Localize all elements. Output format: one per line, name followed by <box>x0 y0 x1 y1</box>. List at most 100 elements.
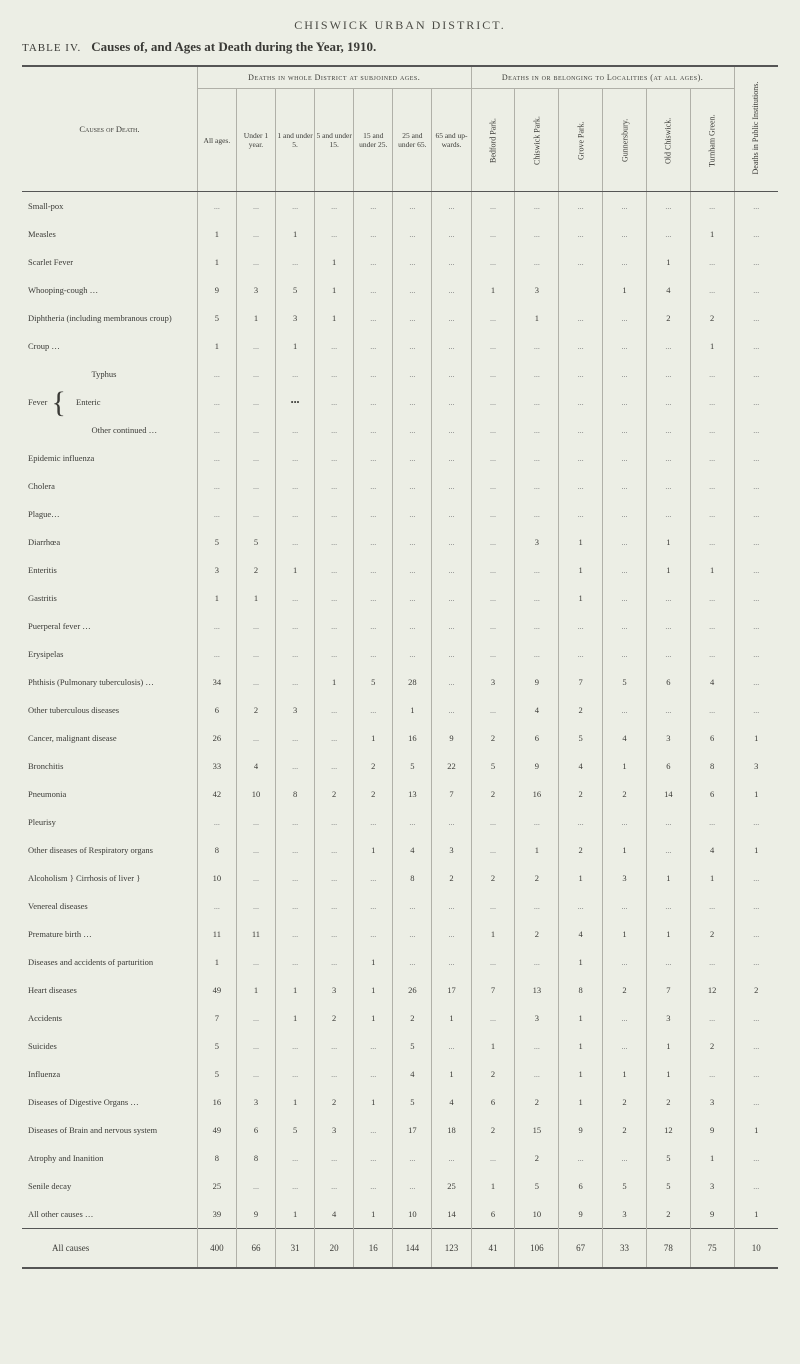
data-cell: 9 <box>515 752 559 780</box>
data-cell: ... <box>559 192 603 221</box>
data-cell: ... <box>559 248 603 276</box>
data-cell: ... <box>734 500 778 528</box>
data-cell: ... <box>276 836 315 864</box>
cause-cell: Other diseases of Respiratory organs <box>22 836 197 864</box>
data-cell: 1 <box>471 1032 515 1060</box>
data-cell: ... <box>432 948 471 976</box>
cause-cell: Diphtheria (including membranous croup) <box>22 304 197 332</box>
data-cell: ... <box>276 500 315 528</box>
data-cell: ... <box>471 416 515 444</box>
data-cell: ... <box>236 1172 275 1200</box>
data-cell: 9 <box>515 668 559 696</box>
data-cell: ... <box>315 836 354 864</box>
data-cell: ... <box>690 192 734 221</box>
data-cell: 6 <box>515 724 559 752</box>
data-cell: 4 <box>559 752 603 780</box>
data-cell: ... <box>197 444 236 472</box>
data-cell: ... <box>276 1172 315 1200</box>
data-cell: 8 <box>197 1144 236 1172</box>
data-cell: ... <box>515 612 559 640</box>
data-cell: 2 <box>471 864 515 892</box>
data-cell <box>559 276 603 304</box>
data-cell: 1 <box>276 556 315 584</box>
data-cell: 5 <box>646 1172 690 1200</box>
cause-cell: Fever Other continued … <box>22 416 197 444</box>
data-cell: ... <box>393 192 432 221</box>
data-cell: ... <box>734 1088 778 1116</box>
data-cell: 1 <box>315 304 354 332</box>
data-cell: 2 <box>432 864 471 892</box>
table-row: Gastritis11.....................1.......… <box>22 584 778 612</box>
data-cell: ... <box>646 836 690 864</box>
data-cell: ... <box>471 640 515 668</box>
data-cell: 5 <box>197 304 236 332</box>
data-cell: ... <box>354 1144 393 1172</box>
data-cell: 1 <box>197 220 236 248</box>
data-cell: ... <box>646 584 690 612</box>
data-cell: ... <box>471 304 515 332</box>
data-cell: 1 <box>646 528 690 556</box>
data-cell: 3 <box>276 304 315 332</box>
data-cell: ... <box>515 220 559 248</box>
data-cell: ... <box>315 388 354 416</box>
data-cell: 3 <box>432 836 471 864</box>
data-cell: ... <box>393 220 432 248</box>
data-cell: ... <box>393 500 432 528</box>
data-cell: ... <box>236 360 275 388</box>
data-cell: ... <box>236 1060 275 1088</box>
data-cell: 1 <box>559 948 603 976</box>
data-cell: 1 <box>646 920 690 948</box>
data-cell: ... <box>197 808 236 836</box>
data-cell: 1 <box>690 332 734 360</box>
cause-cell: Cholera <box>22 472 197 500</box>
data-cell: 6 <box>690 780 734 808</box>
data-cell: ... <box>393 1172 432 1200</box>
data-cell: 6 <box>690 724 734 752</box>
data-cell: ... <box>354 332 393 360</box>
data-cell: 2 <box>734 976 778 1004</box>
data-cell: ... <box>471 192 515 221</box>
data-cell: 1 <box>603 836 647 864</box>
data-cell: ... <box>471 556 515 584</box>
data-cell: ... <box>603 304 647 332</box>
totals-row: All causes400663120161441234110667337875… <box>22 1229 778 1269</box>
table-row: Diseases of Brain and nervous system4965… <box>22 1116 778 1144</box>
data-cell: ... <box>734 416 778 444</box>
data-cell: 12 <box>646 1116 690 1144</box>
data-cell: 1 <box>646 556 690 584</box>
data-cell: ... <box>197 472 236 500</box>
data-cell: 4 <box>393 836 432 864</box>
data-cell: 1 <box>432 1004 471 1032</box>
data-cell: ... <box>559 892 603 920</box>
table-row: Epidemic influenza......................… <box>22 444 778 472</box>
data-cell: 28 <box>393 668 432 696</box>
cause-cell: Enteritis <box>22 556 197 584</box>
data-cell: 3 <box>236 276 275 304</box>
data-cell: ... <box>734 920 778 948</box>
cause-cell: Influenza <box>22 1060 197 1088</box>
data-cell: 1 <box>197 332 236 360</box>
data-cell: ... <box>276 1032 315 1060</box>
data-cell: ... <box>393 920 432 948</box>
data-cell: ... <box>603 1144 647 1172</box>
data-cell: ... <box>354 416 393 444</box>
data-cell: ... <box>432 892 471 920</box>
data-cell: ... <box>276 724 315 752</box>
data-cell: ... <box>354 556 393 584</box>
data-cell: ... <box>236 612 275 640</box>
totals-cell: 400 <box>197 1229 236 1269</box>
data-cell: 9 <box>690 1200 734 1229</box>
data-cell: ... <box>559 640 603 668</box>
data-cell: ... <box>276 892 315 920</box>
data-cell: 1 <box>559 528 603 556</box>
data-cell: ... <box>354 1032 393 1060</box>
cause-cell: Pneumonia <box>22 780 197 808</box>
data-cell: 1 <box>236 584 275 612</box>
totals-cell: 33 <box>603 1229 647 1269</box>
data-cell: ... <box>236 836 275 864</box>
cause-cell: Alcoholism } Cirrhosis of liver } <box>22 864 197 892</box>
data-cell: ... <box>646 220 690 248</box>
data-cell: ... <box>515 1032 559 1060</box>
data-cell: 2 <box>236 556 275 584</box>
data-cell: ... <box>315 192 354 221</box>
